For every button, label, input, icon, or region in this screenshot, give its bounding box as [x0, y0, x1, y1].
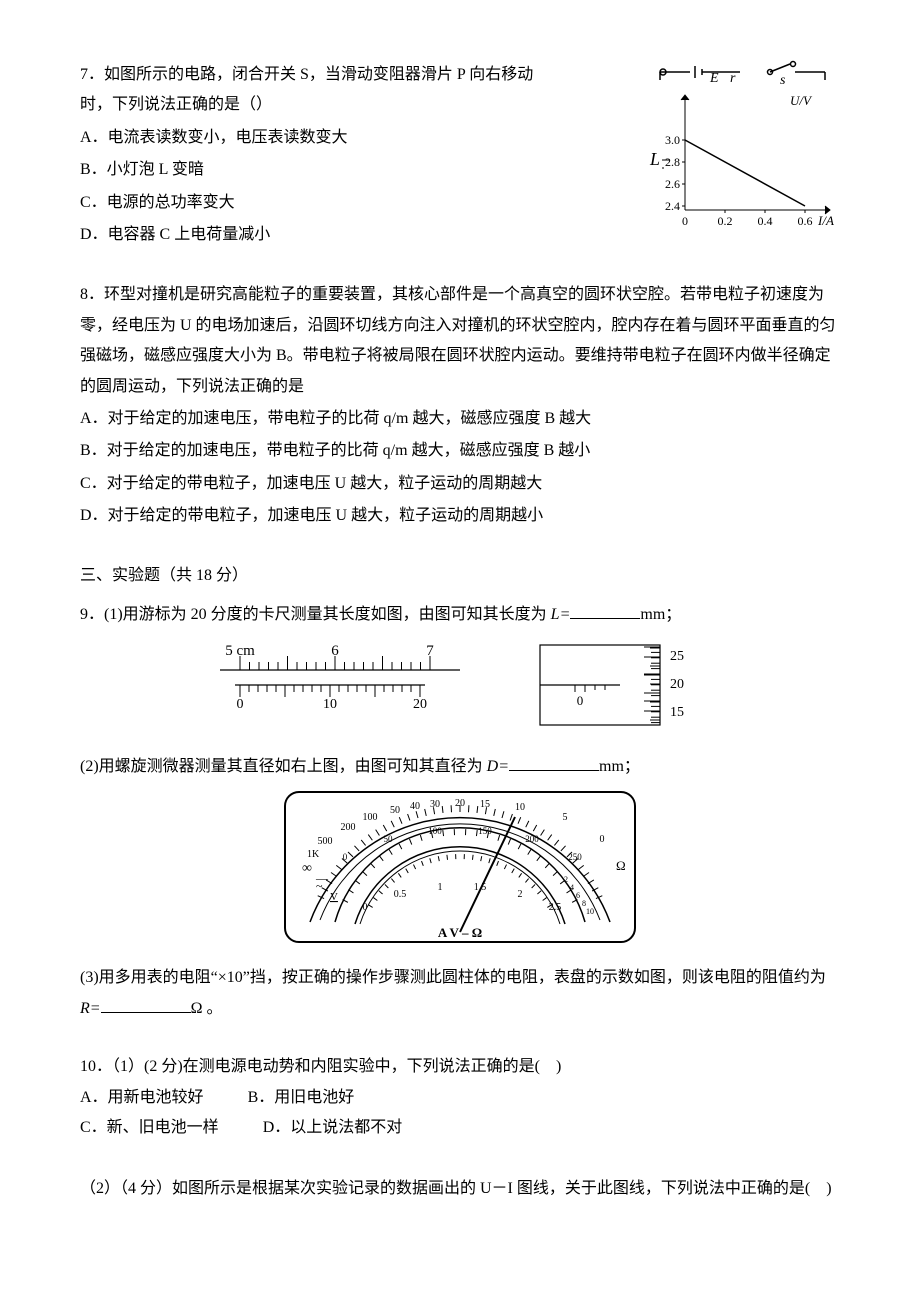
q8-choices: A．对于给定的加速电压，带电粒子的比荷 q/m 越大，磁感应强度 B 越大 B．… — [80, 404, 840, 532]
svg-text:10: 10 — [586, 907, 594, 916]
svg-text:100: 100 — [428, 826, 442, 836]
svg-text:0.5: 0.5 — [394, 889, 407, 900]
svg-text:10: 10 — [515, 802, 525, 813]
section-3-title: 三、实验题（共 18 分） — [80, 561, 840, 591]
svg-text:2.5: 2.5 — [549, 902, 562, 913]
svg-text:2: 2 — [518, 889, 523, 900]
mic-20: 20 — [670, 677, 684, 692]
q9-p3-blank[interactable] — [101, 996, 191, 1013]
sub-0: 0 — [237, 697, 244, 712]
yt0: 2.4 — [665, 199, 680, 213]
q10-choice-A[interactable]: A．用新电池较好 — [80, 1083, 204, 1113]
svg-text:5: 5 — [563, 812, 568, 823]
svg-text:Ω: Ω — [616, 858, 626, 873]
yt3: 3.0 — [665, 133, 680, 147]
svg-text:200: 200 — [525, 834, 539, 844]
q10-p1: 10．（1）(2 分)在测电源电动势和内阻实验中，下列说法正确的是( ) — [80, 1052, 840, 1082]
sub-20: 20 — [413, 697, 427, 712]
q9-p1-unit: mm； — [640, 606, 681, 623]
svg-text:50: 50 — [390, 805, 400, 816]
q9-p1-var: L= — [551, 606, 571, 623]
svg-text:0: 0 — [343, 852, 348, 862]
mic-zero: 0 — [577, 693, 584, 708]
svg-text:500: 500 — [318, 836, 333, 847]
svg-text:150: 150 — [478, 826, 492, 836]
q9-p1-text: 9．(1)用游标为 20 分度的卡尺测量其长度如图，由图可知其长度为 — [80, 606, 551, 623]
sub-10: 10 — [323, 697, 337, 712]
mic-15: 15 — [670, 705, 684, 720]
q9-p3-var: R= — [80, 1000, 101, 1017]
q9-p3-unit: Ω 。 — [191, 1000, 223, 1017]
svg-text:∞: ∞ — [302, 861, 312, 876]
q9-p3: (3)用多用表的电阻“×10”挡，按正确的操作步骤测此圆柱体的电阻，表盘的示数如… — [80, 963, 840, 1024]
q10-choice-C[interactable]: C．新、旧电池一样 — [80, 1113, 219, 1143]
q7-ylabel: U/V — [790, 93, 813, 108]
question-10: 10．（1）(2 分)在测电源电动势和内阻实验中，下列说法正确的是( ) A．用… — [80, 1052, 840, 1204]
svg-text:A V – Ω: A V – Ω — [438, 925, 482, 940]
q10-choices-row2: C．新、旧电池一样 D．以上说法都不对 — [80, 1113, 840, 1143]
q7-xlabel: I/A — [817, 213, 834, 228]
svg-text:2: 2 — [564, 875, 568, 884]
q8-stem: 8．环型对撞机是研究高能粒子的重要装置，其核心部件是一个高真空的圆环状空腔。若带… — [80, 280, 840, 402]
q8-choice-A[interactable]: A．对于给定的加速电压，带电粒子的比荷 q/m 越大，磁感应强度 B 越大 — [80, 404, 840, 434]
yt2: 2.8 — [665, 155, 680, 169]
q8-choice-D[interactable]: D．对于给定的带电粒子，加速电压 U 越大，粒子运动的周期越小 — [80, 501, 840, 531]
mic-25: 25 — [670, 649, 684, 664]
svg-text:1: 1 — [438, 882, 443, 893]
q10-p2: （2）（4 分）如图所示是根据某次实验记录的数据画出的 U－I 图线，关于此图线… — [80, 1174, 840, 1204]
svg-text:—: — — [315, 871, 329, 885]
q7-figure: E r s U/V I/A 2.4 2.6 2.8 3.0 — [640, 60, 840, 241]
question-7: E r s U/V I/A 2.4 2.6 2.8 3.0 — [80, 60, 840, 252]
svg-text:0: 0 — [363, 902, 368, 913]
xt3: 0.6 — [798, 214, 813, 228]
xt0: 0 — [682, 214, 688, 228]
svg-text:20: 20 — [455, 798, 465, 809]
q9-p2-text: (2)用螺旋测微器测量其直径如右上图，由图可知其直径为 — [80, 758, 487, 775]
question-8: 8．环型对撞机是研究高能粒子的重要装置，其核心部件是一个高真空的圆环状空腔。若带… — [80, 280, 840, 531]
q9-p1-blank[interactable] — [570, 602, 640, 619]
svg-text:0: 0 — [600, 834, 605, 845]
svg-text:40: 40 — [410, 801, 420, 812]
svg-text:1K: 1K — [307, 849, 320, 860]
circuit-s-label: s — [780, 73, 786, 88]
svg-text:100: 100 — [363, 812, 378, 823]
q7-L-label: L — [649, 149, 660, 169]
q9-vernier-figure: 5 cm 6 7 0 10 20 — [80, 630, 840, 751]
q8-choice-C[interactable]: C．对于给定的带电粒子，加速电压 U 越大，粒子运动的周期越大 — [80, 469, 840, 499]
q9-p2: (2)用螺旋测微器测量其直径如右上图，由图可知其直径为 D= mm； — [80, 752, 840, 782]
q9-p1: 9．(1)用游标为 20 分度的卡尺测量其长度如图，由图可知其长度为 L= mm； — [80, 600, 840, 630]
q9-meter-figure: 500 200 100 50 40 30 20 15 10 5 0 1K ∞ Ω… — [80, 782, 840, 963]
q8-choice-B[interactable]: B．对于给定的加速电压，带电粒子的比荷 q/m 越大，磁感应强度 B 越小 — [80, 436, 840, 466]
xt2: 0.4 — [758, 214, 773, 228]
svg-text:200: 200 — [341, 822, 356, 833]
circuit-r-label: r — [730, 71, 736, 86]
xt1: 0.2 — [718, 214, 733, 228]
q9-p2-unit: mm； — [599, 758, 640, 775]
circuit-E-label: E — [709, 71, 719, 86]
svg-text:V: V — [330, 891, 338, 903]
q9-p2-var: D= — [487, 758, 509, 775]
q9-p2-blank[interactable] — [509, 754, 599, 771]
svg-text:50: 50 — [384, 834, 394, 844]
q7-graph-svg: E r s U/V I/A 2.4 2.6 2.8 3.0 — [640, 60, 840, 230]
q9-p3-text: (3)用多用表的电阻“×10”挡，按正确的操作步骤测此圆柱体的电阻，表盘的示数如… — [80, 969, 826, 986]
svg-text:250: 250 — [568, 852, 582, 862]
svg-text:4: 4 — [570, 883, 574, 892]
question-9: 9．(1)用游标为 20 分度的卡尺测量其长度如图，由图可知其长度为 L= mm；… — [80, 600, 840, 1024]
q10-choice-B[interactable]: B．用旧电池好 — [248, 1083, 355, 1113]
svg-text:15: 15 — [480, 799, 490, 810]
svg-text:6: 6 — [576, 891, 580, 900]
svg-text:30: 30 — [430, 799, 440, 810]
yt1: 2.6 — [665, 177, 680, 191]
q10-choices-row1: A．用新电池较好 B．用旧电池好 — [80, 1083, 840, 1113]
q10-choice-D[interactable]: D．以上说法都不对 — [263, 1113, 403, 1143]
